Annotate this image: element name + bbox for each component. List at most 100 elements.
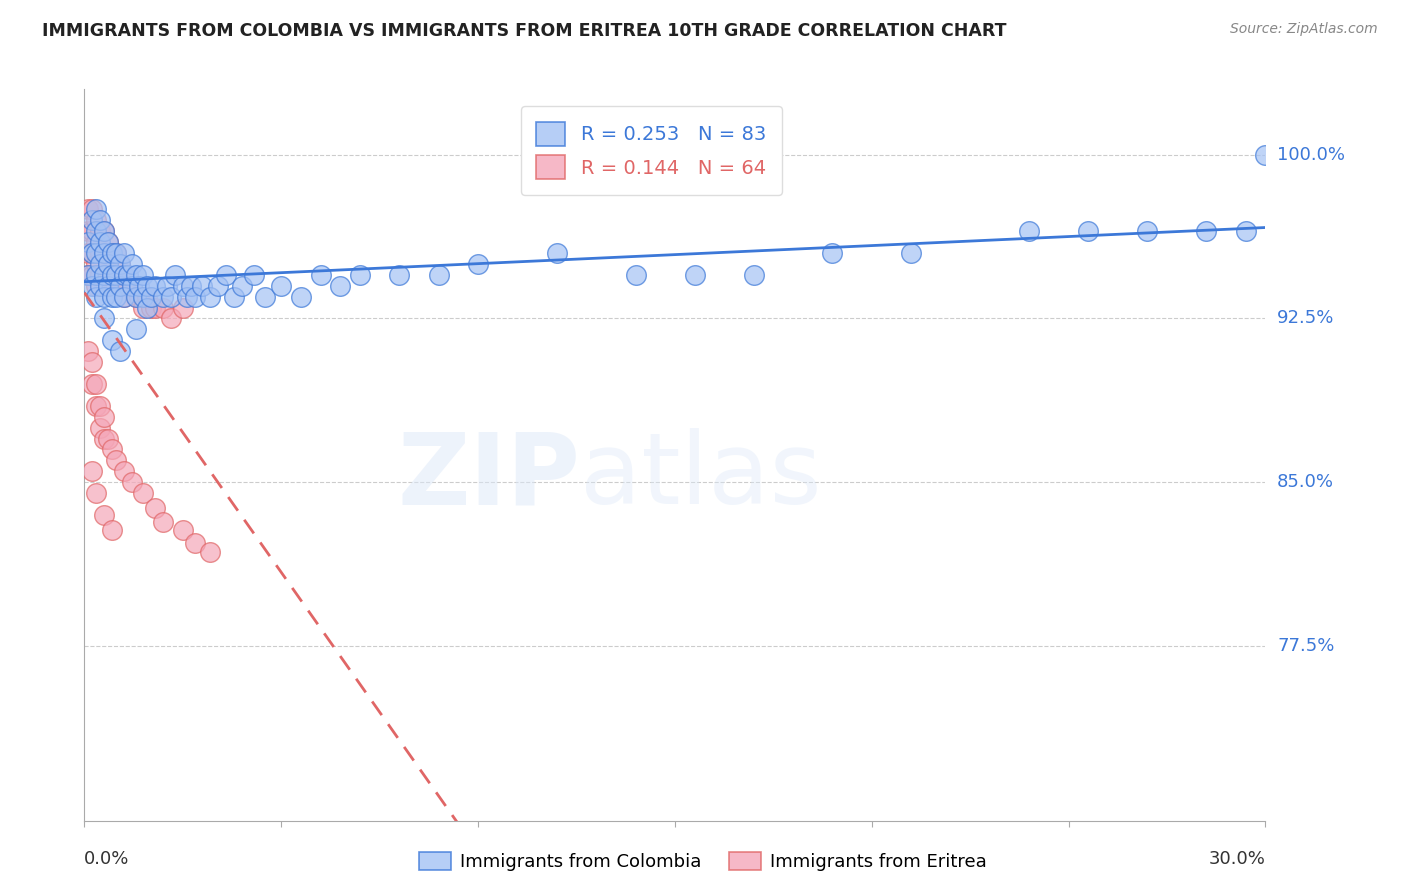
Point: [132, 301, 155, 315]
Point: [152, 515, 174, 529]
Point: [290, 290, 312, 304]
Point: [97, 257, 120, 271]
Point: [141, 301, 163, 315]
Point: [172, 301, 194, 315]
Point: [77, 235, 100, 249]
Point: [1136, 224, 1159, 238]
Point: [93, 268, 115, 282]
Point: [97, 235, 120, 249]
Point: [82, 246, 104, 260]
Point: [93, 246, 115, 260]
Point: [124, 290, 146, 304]
Point: [143, 501, 166, 516]
Point: [160, 311, 183, 326]
Point: [152, 290, 174, 304]
Point: [89, 224, 111, 238]
Point: [82, 278, 104, 293]
Point: [242, 268, 264, 282]
Point: [82, 355, 104, 369]
Point: [117, 278, 139, 293]
Point: [77, 224, 100, 238]
Point: [124, 322, 146, 336]
Point: [132, 290, 155, 304]
Point: [112, 290, 135, 304]
Point: [821, 246, 844, 260]
Point: [82, 202, 104, 217]
Point: [77, 246, 100, 260]
Point: [84, 235, 107, 249]
Point: [93, 508, 115, 522]
Point: [121, 278, 143, 293]
Point: [112, 268, 135, 282]
Point: [427, 268, 450, 282]
Point: [108, 278, 131, 293]
Point: [101, 290, 124, 304]
Point: [89, 399, 111, 413]
Point: [97, 235, 120, 249]
Point: [93, 409, 115, 424]
Point: [84, 213, 107, 227]
Point: [93, 224, 115, 238]
Point: [172, 278, 194, 293]
Text: Source: ZipAtlas.com: Source: ZipAtlas.com: [1230, 22, 1378, 37]
Point: [191, 278, 214, 293]
Point: [112, 246, 135, 260]
Point: [180, 278, 202, 293]
Point: [160, 290, 183, 304]
Point: [104, 268, 127, 282]
Point: [104, 246, 127, 260]
Point: [101, 333, 124, 347]
Point: [93, 268, 115, 282]
Point: [84, 202, 107, 217]
Point: [84, 486, 107, 500]
Point: [89, 420, 111, 434]
Point: [108, 257, 131, 271]
Point: [143, 301, 166, 315]
Point: [467, 257, 489, 271]
Point: [104, 268, 127, 282]
Point: [112, 268, 135, 282]
Point: [101, 442, 124, 457]
Point: [89, 257, 111, 271]
Point: [104, 290, 127, 304]
Point: [104, 246, 127, 260]
Point: [84, 290, 107, 304]
Point: [742, 268, 765, 282]
Point: [89, 213, 111, 227]
Point: [82, 376, 104, 391]
Point: [136, 278, 159, 293]
Point: [121, 475, 143, 490]
Point: [128, 278, 150, 293]
Point: [172, 523, 194, 537]
Point: [93, 224, 115, 238]
Point: [77, 268, 100, 282]
Point: [84, 246, 107, 260]
Point: [84, 257, 107, 271]
Point: [108, 278, 131, 293]
Point: [112, 464, 135, 478]
Point: [97, 432, 120, 446]
Point: [156, 278, 179, 293]
Point: [143, 278, 166, 293]
Point: [215, 268, 238, 282]
Text: 92.5%: 92.5%: [1277, 310, 1334, 327]
Point: [97, 278, 120, 293]
Point: [309, 268, 332, 282]
Point: [624, 268, 647, 282]
Point: [82, 224, 104, 238]
Point: [183, 290, 205, 304]
Point: [77, 344, 100, 359]
Point: [108, 344, 131, 359]
Point: [1195, 224, 1218, 238]
Point: [683, 268, 706, 282]
Text: atlas: atlas: [581, 428, 823, 525]
Point: [77, 202, 100, 217]
Point: [207, 278, 229, 293]
Point: [97, 278, 120, 293]
Point: [1254, 147, 1277, 161]
Point: [132, 268, 155, 282]
Point: [101, 523, 124, 537]
Text: 77.5%: 77.5%: [1277, 637, 1334, 655]
Point: [546, 246, 568, 260]
Point: [1234, 224, 1257, 238]
